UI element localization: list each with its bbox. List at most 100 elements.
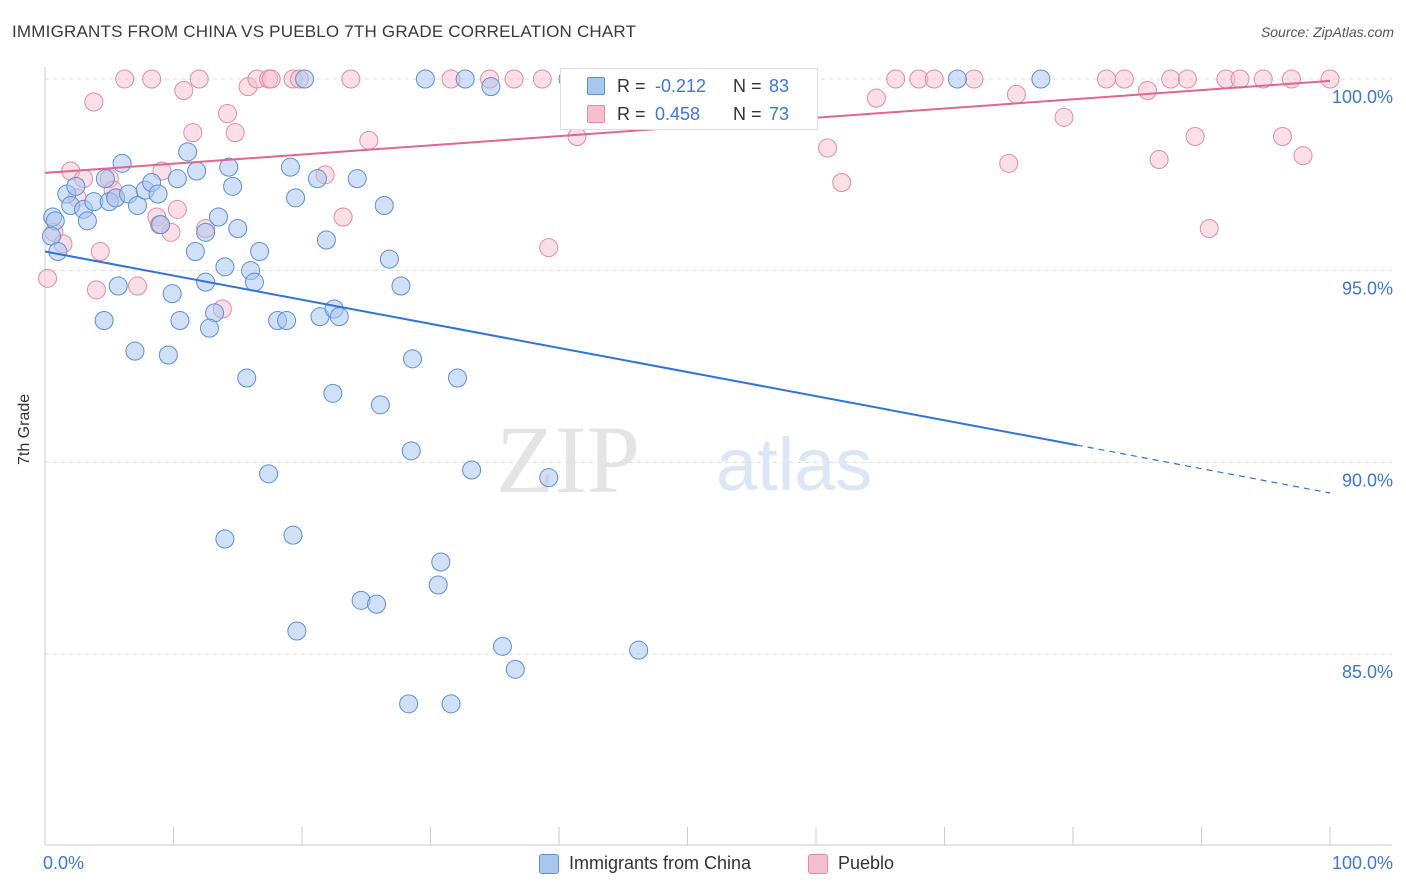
source-label: Source: ZipAtlas.com bbox=[1260, 24, 1394, 40]
china-point bbox=[287, 621, 307, 641]
pueblo-point bbox=[128, 276, 148, 296]
tick-labels: 85.0% 90.0% 95.0% 100.0% 0.0% 100.0% bbox=[43, 87, 1393, 873]
china-point bbox=[391, 276, 411, 296]
legend-swatch-china bbox=[539, 854, 559, 874]
china-point bbox=[347, 169, 367, 189]
pueblo-point bbox=[999, 153, 1019, 173]
pueblo-point bbox=[183, 123, 203, 143]
series-legend: Immigrants from China Pueblo bbox=[0, 852, 1406, 878]
china-point bbox=[208, 207, 228, 227]
china-point bbox=[215, 257, 235, 277]
china-point bbox=[947, 69, 967, 89]
china-point bbox=[401, 441, 421, 461]
y-tick-label: 90.0% bbox=[1342, 470, 1393, 490]
china-point bbox=[455, 69, 475, 89]
legend-label-pueblo: Pueblo bbox=[838, 853, 895, 873]
pueblo-point bbox=[261, 69, 281, 89]
china-point bbox=[108, 276, 128, 296]
china-point bbox=[329, 307, 349, 327]
china-point bbox=[237, 368, 257, 388]
legend-row-pueblo: R = 0.458 N = 73 bbox=[561, 100, 817, 128]
y-tick-label: 100.0% bbox=[1332, 87, 1393, 107]
pueblo-point bbox=[1185, 127, 1205, 146]
correlation-legend: R = -0.212 N = 83 R = 0.458 N = 73 bbox=[560, 68, 818, 130]
china-point bbox=[94, 311, 114, 330]
china-point bbox=[415, 69, 435, 89]
pueblo-point bbox=[115, 69, 135, 89]
china-point bbox=[219, 157, 239, 177]
watermark-zip: ZIP bbox=[496, 406, 640, 513]
pueblo-point bbox=[225, 123, 245, 143]
pueblo-point bbox=[1293, 146, 1313, 166]
pueblo-point bbox=[1177, 69, 1197, 89]
pueblo-point bbox=[1230, 69, 1250, 89]
pueblo-point bbox=[1054, 107, 1074, 127]
china-point bbox=[112, 153, 132, 173]
china-point bbox=[428, 575, 448, 595]
china-point bbox=[505, 659, 525, 679]
china-point bbox=[367, 594, 387, 614]
china-point bbox=[244, 272, 264, 292]
legend-swatch-pueblo bbox=[808, 854, 828, 874]
china-point bbox=[629, 640, 649, 660]
china-point bbox=[481, 77, 501, 97]
china-point bbox=[199, 318, 219, 338]
china-point bbox=[286, 188, 306, 208]
china-point bbox=[277, 311, 297, 330]
pueblo-point bbox=[886, 69, 906, 89]
pueblo-point bbox=[38, 268, 58, 288]
china-point bbox=[539, 468, 559, 488]
china-point bbox=[462, 460, 482, 480]
china-point bbox=[370, 395, 390, 415]
pueblo-point bbox=[1096, 69, 1116, 89]
china-point bbox=[66, 176, 86, 196]
china-trend-line bbox=[44, 250, 1078, 447]
legend-row-china: R = -0.212 N = 83 bbox=[561, 72, 817, 100]
china-point bbox=[259, 464, 279, 484]
china-point bbox=[148, 184, 168, 204]
china-point bbox=[447, 368, 467, 388]
china-point bbox=[316, 230, 336, 250]
china-point bbox=[228, 219, 248, 238]
pueblo-point bbox=[1006, 84, 1026, 104]
pueblo-point bbox=[832, 173, 852, 192]
pueblo-point bbox=[341, 69, 361, 89]
china-point bbox=[280, 157, 300, 177]
china-point bbox=[151, 215, 171, 235]
pueblo-point bbox=[964, 69, 984, 89]
legend-r-label: R = bbox=[617, 76, 646, 96]
china-point bbox=[125, 341, 145, 361]
china-point bbox=[170, 311, 190, 330]
y-tick-label: 85.0% bbox=[1342, 662, 1393, 682]
pueblo-point bbox=[866, 88, 886, 108]
legend-n-label: N = bbox=[733, 76, 762, 96]
gridlines bbox=[45, 78, 1392, 655]
china-point bbox=[283, 525, 303, 545]
pueblo-point bbox=[1199, 219, 1219, 238]
pueblo-point bbox=[818, 138, 838, 158]
china-point bbox=[95, 169, 115, 189]
legend-r-value: -0.212 bbox=[655, 76, 707, 96]
pueblo-point bbox=[174, 81, 194, 100]
china-points bbox=[41, 69, 1051, 714]
pueblo-point bbox=[359, 130, 379, 150]
axes bbox=[44, 67, 1392, 846]
legend-n-label: N = bbox=[733, 104, 762, 124]
pueblo-point bbox=[167, 199, 187, 219]
pueblo-point bbox=[1272, 127, 1292, 146]
pueblo-point bbox=[1253, 69, 1273, 89]
china-point bbox=[441, 694, 461, 714]
pueblo-point bbox=[567, 127, 587, 146]
china-point bbox=[215, 529, 235, 549]
china-point bbox=[158, 345, 178, 365]
chart-title: IMMIGRANTS FROM CHINA VS PUEBLO 7TH GRAD… bbox=[12, 22, 637, 41]
china-point bbox=[128, 196, 148, 215]
china-point bbox=[167, 169, 187, 189]
legend-swatch-china bbox=[587, 77, 605, 95]
china-point bbox=[323, 383, 343, 403]
watermark: ZIP atlas bbox=[496, 406, 872, 513]
china-point bbox=[250, 242, 270, 261]
pueblo-point bbox=[924, 69, 944, 89]
pueblo-point bbox=[532, 69, 552, 89]
